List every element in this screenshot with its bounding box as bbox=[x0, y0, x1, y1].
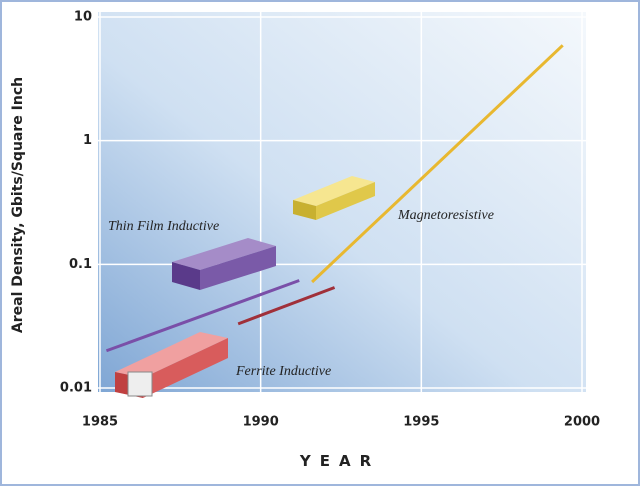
series-line bbox=[105, 279, 300, 353]
y-tick-label: 1 bbox=[83, 133, 92, 148]
series-line bbox=[311, 44, 564, 284]
annotation: Magnetoresistive bbox=[397, 208, 494, 223]
y-axis-title: Areal Density, Gbits/Square Inch bbox=[10, 77, 26, 333]
magnetoresistive-block bbox=[293, 176, 375, 220]
thin-film-block bbox=[172, 238, 276, 290]
y-tick-label: 10 bbox=[74, 10, 92, 25]
x-tick-label: 1985 bbox=[82, 415, 118, 430]
series-line bbox=[237, 286, 336, 326]
annotation: Thin Film Inductive bbox=[108, 219, 219, 234]
annotation: Ferrite Inductive bbox=[235, 364, 331, 379]
x-axis-title: YEAR bbox=[299, 452, 380, 470]
lines bbox=[105, 44, 564, 353]
x-tick-label: 1990 bbox=[243, 415, 279, 430]
x-tick-label: 2000 bbox=[564, 415, 600, 430]
ferrite-block bbox=[115, 332, 228, 398]
x-tick-label: 1995 bbox=[403, 415, 439, 430]
y-tick-label: 0.01 bbox=[60, 381, 92, 396]
y-tick-label: 0.1 bbox=[69, 257, 92, 272]
